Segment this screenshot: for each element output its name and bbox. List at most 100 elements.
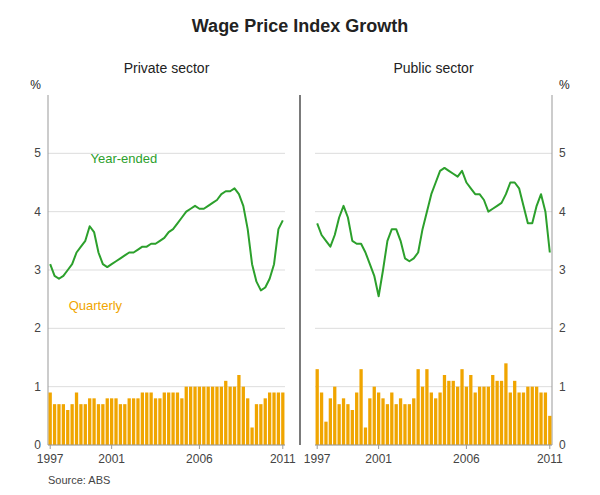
y-tick-label: 0 xyxy=(34,438,41,452)
panel: 012345%Private sectorQuarterlyYear-ended… xyxy=(30,60,296,466)
bar xyxy=(491,375,494,445)
bar xyxy=(189,387,192,445)
y-axis-line xyxy=(48,95,49,445)
x-tick-label: 2001 xyxy=(365,452,392,466)
bar xyxy=(425,369,428,445)
bar xyxy=(281,393,284,446)
bar xyxy=(359,369,362,445)
bar xyxy=(456,387,459,445)
grid-line xyxy=(48,270,285,271)
bar xyxy=(97,404,100,445)
bar xyxy=(57,404,60,445)
bar xyxy=(259,404,262,445)
y-tick-label: 2 xyxy=(559,321,566,335)
bar xyxy=(324,422,327,445)
bar xyxy=(316,369,319,445)
bar xyxy=(438,393,441,446)
line xyxy=(50,188,283,290)
bar xyxy=(500,381,503,445)
bar xyxy=(329,398,332,445)
grid-line xyxy=(48,211,285,212)
bar xyxy=(128,398,131,445)
x-tick xyxy=(199,445,200,449)
bar xyxy=(75,393,78,446)
bar xyxy=(237,375,240,445)
y-axis-line xyxy=(552,95,553,445)
bar xyxy=(408,404,411,445)
bar xyxy=(158,398,161,445)
y-tick-label: 2 xyxy=(34,321,41,335)
bar xyxy=(544,393,547,446)
grid-line xyxy=(315,328,552,329)
bar xyxy=(224,381,227,445)
bar xyxy=(482,387,485,445)
grid-line xyxy=(48,445,285,446)
bar xyxy=(390,393,393,446)
x-tick xyxy=(466,445,467,449)
bar xyxy=(84,404,87,445)
bar xyxy=(430,393,433,446)
x-tick-label: 2001 xyxy=(98,452,125,466)
bar xyxy=(272,393,275,446)
y-tick-label: 3 xyxy=(559,263,566,277)
bar xyxy=(487,387,490,445)
bar xyxy=(88,398,91,445)
x-tick xyxy=(111,445,112,449)
bar xyxy=(264,398,267,445)
y-axis-label: % xyxy=(559,78,570,92)
bar xyxy=(62,404,65,445)
y-tick-label: 1 xyxy=(559,380,566,394)
bar xyxy=(141,393,144,446)
bar xyxy=(412,398,415,445)
y-axis-label: % xyxy=(30,78,41,92)
x-tick xyxy=(317,445,318,449)
bar xyxy=(531,387,534,445)
y-tick-label: 5 xyxy=(559,146,566,160)
source-note: Source: ABS xyxy=(48,474,110,486)
bar xyxy=(346,404,349,445)
grid-line xyxy=(315,386,552,387)
bar xyxy=(320,393,323,446)
line xyxy=(317,168,550,296)
grid-line xyxy=(48,386,285,387)
bar xyxy=(386,404,389,445)
bar xyxy=(364,428,367,446)
bar xyxy=(106,398,109,445)
bar xyxy=(145,393,148,446)
y-tick-label: 4 xyxy=(34,205,41,219)
bar xyxy=(509,393,512,446)
bar xyxy=(207,387,210,445)
bar xyxy=(136,398,139,445)
bar xyxy=(495,381,498,445)
grid-line xyxy=(315,445,552,446)
panel-title: Private sector xyxy=(124,60,210,76)
bar xyxy=(79,404,82,445)
plot-marks xyxy=(49,188,285,445)
bar xyxy=(395,404,398,445)
bar xyxy=(132,398,135,445)
bar xyxy=(452,381,455,445)
bar xyxy=(233,387,236,445)
bar xyxy=(504,363,507,445)
bar xyxy=(434,398,437,445)
bar xyxy=(368,398,371,445)
plot-marks xyxy=(316,168,552,445)
series-label: Year-ended xyxy=(90,151,157,166)
bar xyxy=(211,387,214,445)
bar xyxy=(277,393,280,446)
x-tick-label: 1997 xyxy=(304,452,331,466)
bar xyxy=(228,387,231,445)
bar xyxy=(101,404,104,445)
bar xyxy=(255,404,258,445)
bar xyxy=(70,404,73,445)
bar xyxy=(110,398,113,445)
bar xyxy=(250,428,253,446)
bar xyxy=(460,369,463,445)
bar xyxy=(517,393,520,446)
bar xyxy=(377,393,380,446)
background xyxy=(0,0,600,495)
bar xyxy=(114,398,117,445)
grid-line xyxy=(315,211,552,212)
y-tick-label: 1 xyxy=(34,380,41,394)
bar xyxy=(478,387,481,445)
